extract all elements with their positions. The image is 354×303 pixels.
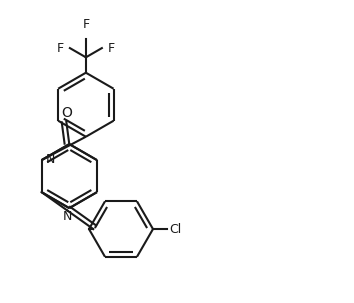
Text: N: N bbox=[46, 153, 55, 166]
Text: Cl: Cl bbox=[170, 223, 182, 235]
Text: F: F bbox=[107, 42, 115, 55]
Text: F: F bbox=[57, 42, 64, 55]
Text: F: F bbox=[82, 18, 90, 32]
Text: O: O bbox=[61, 106, 72, 120]
Text: N: N bbox=[63, 210, 72, 223]
